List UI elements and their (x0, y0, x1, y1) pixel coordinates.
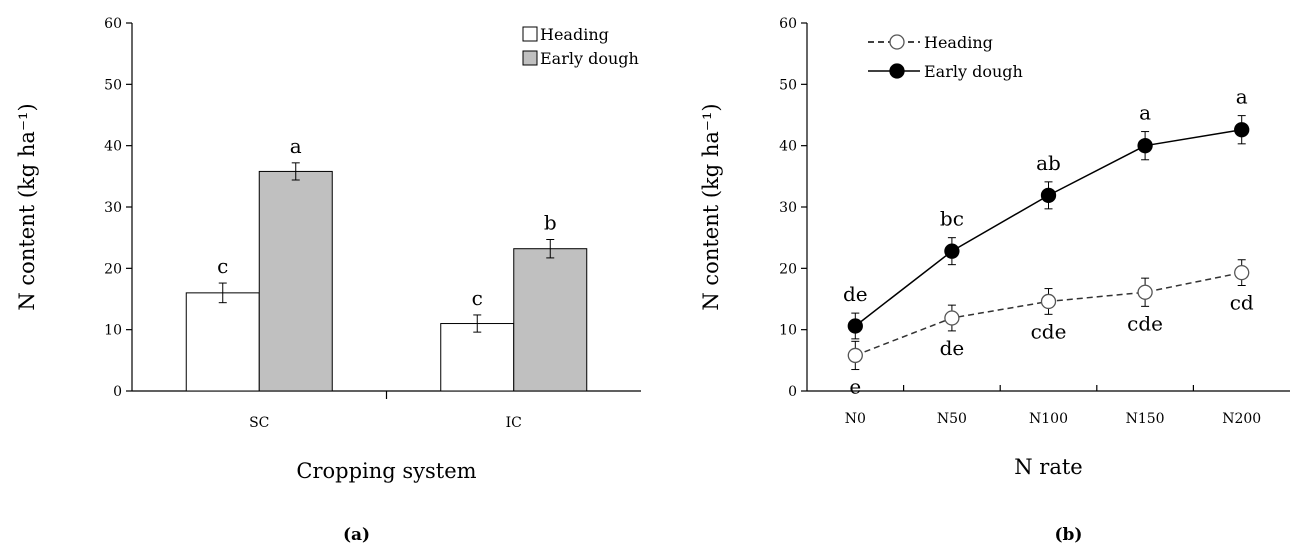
panel-label: (a) (343, 525, 370, 545)
data-point (1137, 284, 1153, 300)
significance-letter: b (544, 211, 557, 235)
y-axis-title: N content (kg ha⁻¹) (699, 103, 723, 310)
significance-letter: a (1236, 85, 1248, 109)
x-tick-label: N200 (1222, 411, 1261, 427)
y-tick-label: 60 (104, 16, 122, 32)
y-tick-label: 0 (788, 384, 797, 400)
significance-letter: bc (940, 207, 964, 231)
significance-letter: c (217, 254, 228, 278)
significance-letter: e (849, 375, 861, 399)
y-tick-label: 20 (779, 261, 797, 277)
legend-swatch (522, 50, 538, 66)
x-tick-label: N0 (845, 411, 866, 427)
y-tick-label: 40 (104, 139, 122, 155)
bar (513, 248, 588, 392)
y-tick-label: 10 (104, 323, 122, 339)
legend: Heading Early dough (868, 33, 1023, 81)
x-tick-label: N150 (1126, 411, 1165, 427)
y-tick-label: 30 (779, 200, 797, 216)
significance-letter: a (1139, 101, 1151, 125)
y-tick-label: 0 (113, 384, 122, 400)
data-point (847, 318, 863, 334)
y-tick-label: 30 (104, 200, 122, 216)
significance-letter: cde (1031, 319, 1067, 343)
significance-letter: de (843, 282, 868, 306)
data-point (944, 310, 960, 326)
data-point (1137, 138, 1153, 154)
significance-letter: ab (1036, 151, 1061, 175)
y-axis-title: N content (kg ha⁻¹) (15, 103, 39, 310)
x-tick-label: SC (249, 415, 269, 431)
y-tick-label: 50 (779, 77, 797, 93)
y-tick-label: 60 (779, 16, 797, 32)
data-point (1040, 293, 1057, 310)
bar (258, 170, 333, 392)
significance-letter: de (940, 336, 965, 360)
significance-letter: cde (1127, 311, 1163, 335)
panel-label: (b) (1055, 525, 1083, 545)
y-tick-label: 10 (779, 323, 797, 339)
data-point (1234, 264, 1250, 281)
legend-swatch (522, 26, 538, 42)
data-point (944, 243, 960, 259)
bar (440, 323, 515, 392)
x-tick-label: N100 (1029, 411, 1068, 427)
significance-letter: a (290, 134, 302, 158)
x-tick-label: IC (506, 415, 522, 431)
legend-marker (889, 34, 905, 50)
legend-marker (889, 63, 905, 79)
data-point (1234, 122, 1250, 138)
chart-panel-a: 0 10 20 30 40 50 60 N content (kg ha⁻¹) SC c a IC c b… (15, 16, 641, 545)
data-point (1040, 187, 1057, 203)
legend-label: Early dough (924, 62, 1023, 81)
x-tick-label: N50 (937, 411, 967, 427)
y-tick-label: 40 (779, 139, 797, 155)
legend-label: Heading (924, 33, 993, 52)
x-axis-title: N rate (1014, 455, 1082, 479)
significance-letter: cd (1230, 291, 1254, 315)
legend-label: Heading (540, 25, 609, 44)
chart-panel-b: 0 10 20 30 40 50 60 N content (kg ha⁻¹) N0 N50 N10… (699, 16, 1290, 545)
legend: Heading Early dough (522, 25, 639, 68)
bar (185, 292, 260, 392)
significance-letter: c (472, 286, 483, 310)
y-tick-label: 20 (104, 261, 122, 277)
legend-label: Early dough (540, 49, 639, 68)
x-axis-title: Cropping system (296, 459, 476, 483)
y-tick-label: 50 (104, 77, 122, 93)
data-point (847, 347, 863, 364)
